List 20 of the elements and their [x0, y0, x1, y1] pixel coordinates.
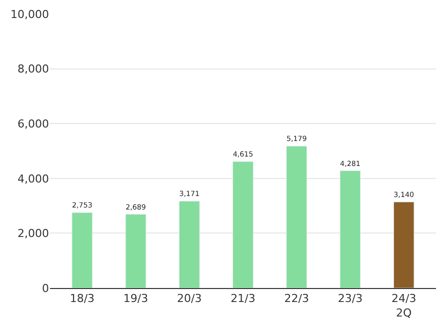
y-tick-label: 4,000	[18, 172, 49, 186]
y-tick-label: 8,000	[18, 62, 49, 76]
x-tick-label: 20/3	[177, 292, 202, 306]
y-tick-label: 0	[42, 282, 49, 295]
bar	[178, 200, 200, 288]
y-tick-label: 6,000	[18, 117, 49, 130]
bar	[232, 161, 254, 288]
x-tick-label: 22/3	[284, 292, 309, 306]
bar	[72, 212, 93, 288]
bar	[340, 170, 361, 288]
y-tick-label: 2,000	[18, 227, 49, 240]
y-tick-label: 10,000	[10, 8, 49, 21]
bar	[125, 214, 146, 288]
x-tick-label: 23/3	[338, 292, 363, 306]
x-tick-label: 19/3	[123, 292, 148, 306]
bar	[393, 202, 414, 288]
x-tick-label: 18/3	[70, 292, 95, 306]
x-tick-label: 24/3 2Q	[391, 292, 416, 320]
x-tick-label: 21/3	[230, 292, 256, 306]
bar	[286, 146, 308, 288]
